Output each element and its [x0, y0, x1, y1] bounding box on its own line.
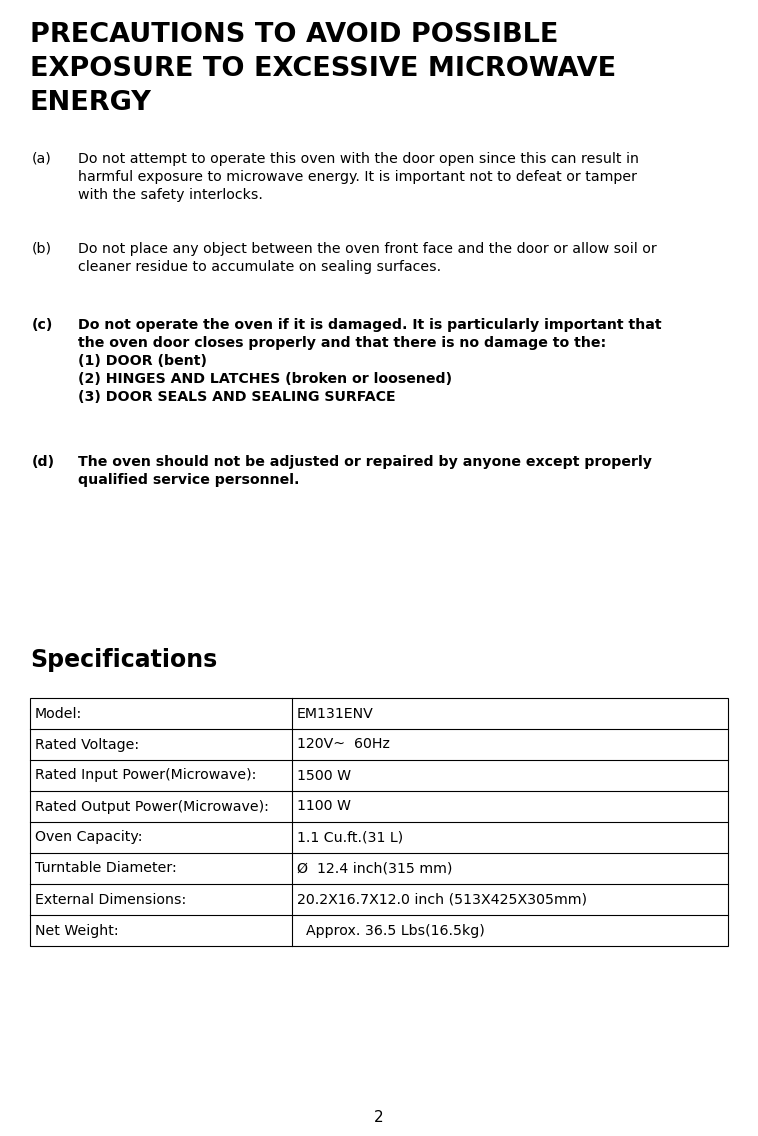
Text: Do not operate the oven if it is damaged. It is particularly important that: Do not operate the oven if it is damaged… — [78, 318, 662, 332]
Text: Do not attempt to operate this oven with the door open since this can result in: Do not attempt to operate this oven with… — [78, 152, 639, 166]
Text: (b): (b) — [32, 242, 52, 256]
Text: (3) DOOR SEALS AND SEALING SURFACE: (3) DOOR SEALS AND SEALING SURFACE — [78, 390, 396, 404]
Text: 20.2X16.7X12.0 inch (513X425X305mm): 20.2X16.7X12.0 inch (513X425X305mm) — [296, 893, 587, 907]
Text: ENERGY: ENERGY — [30, 90, 152, 116]
Text: (d): (d) — [32, 456, 55, 469]
Bar — [30, 698, 728, 946]
Text: Specifications: Specifications — [30, 648, 218, 673]
Text: Net Weight:: Net Weight: — [35, 924, 118, 937]
Text: 120V~  60Hz: 120V~ 60Hz — [296, 737, 390, 752]
Text: Rated Voltage:: Rated Voltage: — [35, 737, 139, 752]
Text: Rated Output Power(Microwave):: Rated Output Power(Microwave): — [35, 800, 269, 813]
Text: Approx. 36.5 Lbs(16.5kg): Approx. 36.5 Lbs(16.5kg) — [296, 924, 484, 937]
Text: harmful exposure to microwave energy. It is important not to defeat or tamper: harmful exposure to microwave energy. It… — [78, 170, 637, 184]
Text: EM131ENV: EM131ENV — [296, 707, 374, 720]
Text: External Dimensions:: External Dimensions: — [35, 893, 186, 907]
Text: 1.1 Cu.ft.(31 L): 1.1 Cu.ft.(31 L) — [296, 830, 402, 844]
Text: (1) DOOR (bent): (1) DOOR (bent) — [78, 354, 207, 368]
Text: Do not place any object between the oven front face and the door or allow soil o: Do not place any object between the oven… — [78, 242, 656, 256]
Text: 2: 2 — [374, 1110, 384, 1125]
Text: cleaner residue to accumulate on sealing surfaces.: cleaner residue to accumulate on sealing… — [78, 260, 441, 274]
Text: the oven door closes properly and that there is no damage to the:: the oven door closes properly and that t… — [78, 336, 606, 350]
Text: Turntable Diameter:: Turntable Diameter: — [35, 861, 177, 876]
Text: The oven should not be adjusted or repaired by anyone except properly: The oven should not be adjusted or repai… — [78, 456, 652, 469]
Text: PRECAUTIONS TO AVOID POSSIBLE: PRECAUTIONS TO AVOID POSSIBLE — [30, 22, 559, 48]
Text: 1500 W: 1500 W — [296, 768, 351, 783]
Text: 1100 W: 1100 W — [296, 800, 351, 813]
Text: (c): (c) — [32, 318, 53, 332]
Text: EXPOSURE TO EXCESSIVE MICROWAVE: EXPOSURE TO EXCESSIVE MICROWAVE — [30, 56, 616, 82]
Text: Oven Capacity:: Oven Capacity: — [35, 830, 143, 844]
Text: Rated Input Power(Microwave):: Rated Input Power(Microwave): — [35, 768, 256, 783]
Text: qualified service personnel.: qualified service personnel. — [78, 473, 299, 487]
Text: (2) HINGES AND LATCHES (broken or loosened): (2) HINGES AND LATCHES (broken or loosen… — [78, 371, 452, 386]
Text: with the safety interlocks.: with the safety interlocks. — [78, 187, 263, 202]
Text: (a): (a) — [32, 152, 52, 166]
Text: Model:: Model: — [35, 707, 83, 720]
Text: Ø  12.4 inch(315 mm): Ø 12.4 inch(315 mm) — [296, 861, 452, 876]
